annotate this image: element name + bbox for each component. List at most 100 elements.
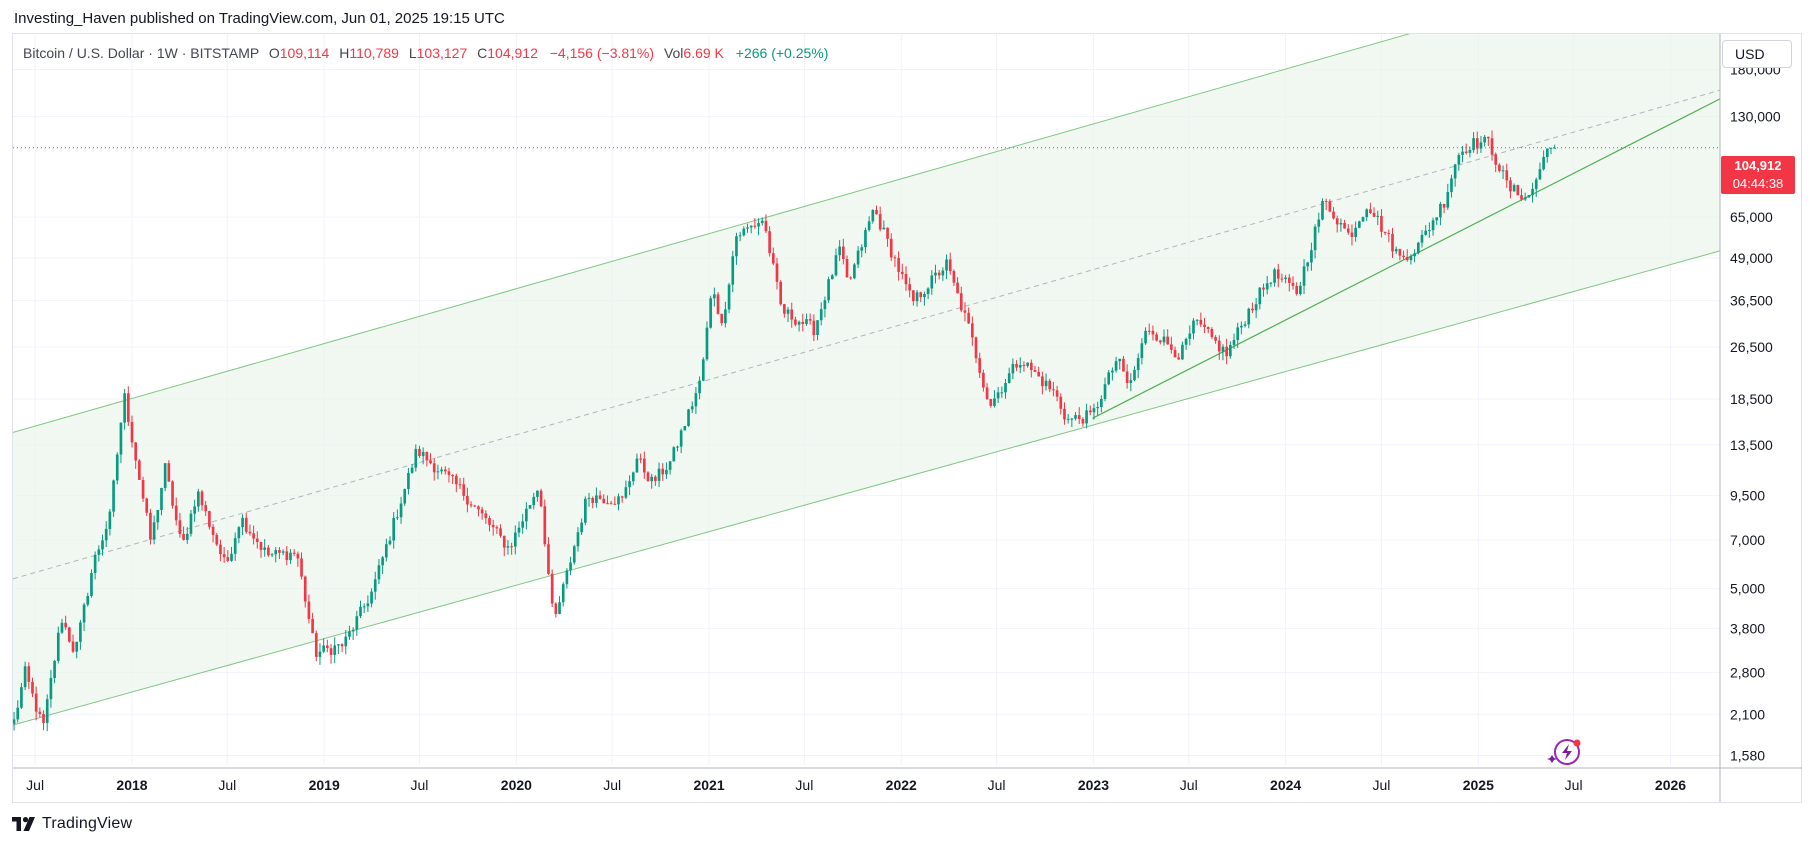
candle [561, 582, 565, 607]
candle [1545, 148, 1549, 163]
candle [149, 508, 152, 545]
channel-drawing[interactable] [13, 0, 1720, 726]
candle [532, 492, 536, 510]
candle [270, 552, 274, 558]
chart-panel[interactable] [12, 33, 1802, 803]
candle [141, 476, 145, 502]
symbol-title[interactable]: Bitcoin / U.S. Dollar · 1W · BITSTAMP [23, 45, 259, 61]
x-tick-label: 2018 [116, 777, 147, 793]
candle [606, 495, 609, 505]
candle [34, 686, 38, 721]
candle [1391, 227, 1394, 259]
candle [974, 336, 978, 363]
candle [779, 280, 783, 306]
x-tick-label: 2026 [1655, 777, 1686, 793]
candle [701, 357, 705, 382]
high-value: 110,789 [349, 45, 399, 61]
y-tick-label: 18,500 [1730, 391, 1773, 407]
candle [948, 252, 952, 275]
candle [495, 525, 499, 534]
candle [436, 464, 440, 480]
candle [1372, 207, 1376, 218]
candle [1158, 339, 1162, 345]
candle [451, 474, 454, 485]
candle [1232, 333, 1236, 349]
candle [1229, 341, 1232, 359]
candle [1144, 327, 1147, 345]
candle [1114, 356, 1118, 373]
candle [1007, 367, 1011, 384]
candle [735, 232, 738, 265]
candle [414, 444, 418, 472]
candle [1361, 216, 1365, 223]
candle [871, 209, 875, 224]
candle [989, 398, 993, 408]
candle [1450, 174, 1453, 198]
candle [93, 551, 97, 580]
candle [68, 626, 71, 643]
close-label: C [477, 45, 488, 61]
channel-median-line [13, 89, 1720, 580]
candle [407, 467, 410, 495]
x-tick-label: Jul [795, 777, 813, 793]
change-value: −4,156 (−3.81%) [549, 45, 655, 61]
y-tick-label: 65,000 [1730, 209, 1773, 225]
candle [90, 569, 93, 598]
candle [1376, 210, 1380, 226]
candle [1140, 338, 1144, 365]
candle [749, 225, 753, 234]
candle [1317, 212, 1321, 233]
low-label: L [408, 45, 417, 61]
candle [834, 248, 838, 277]
currency-selector[interactable]: USD [1722, 40, 1792, 68]
candle [432, 457, 436, 481]
candle [484, 510, 488, 524]
candle [1350, 224, 1354, 246]
candle [1221, 344, 1225, 361]
candle [1538, 162, 1542, 180]
candle [1461, 146, 1464, 163]
sparkle-lightning-icon[interactable] [1547, 739, 1581, 765]
candle [1247, 307, 1251, 329]
footer-brand[interactable]: TradingView [12, 815, 132, 833]
candle [580, 518, 583, 535]
candle [690, 401, 694, 414]
candle [1358, 220, 1361, 229]
candle [1402, 250, 1405, 260]
symbol-legend: Bitcoin / U.S. Dollar · 1W · BITSTAMP O1… [23, 45, 828, 61]
candle [469, 501, 473, 508]
y-tick-label: 2,800 [1730, 665, 1765, 681]
candle [53, 659, 56, 684]
candle [1380, 209, 1383, 238]
candle [300, 552, 303, 580]
candle [458, 477, 462, 490]
candle [959, 286, 963, 313]
candle [1214, 335, 1217, 344]
candle [937, 269, 941, 280]
candle [56, 626, 60, 664]
candle [281, 549, 285, 556]
candle [1170, 336, 1173, 354]
candle [477, 505, 480, 517]
candle [602, 494, 606, 504]
candle [348, 625, 351, 640]
candle [679, 428, 683, 454]
candle [182, 526, 185, 541]
volume-change: +266 (+0.25%) [735, 45, 829, 61]
candle [830, 273, 834, 280]
candle [1173, 346, 1177, 358]
candle [1313, 224, 1317, 259]
candle [1431, 217, 1435, 236]
x-tick-label: 2025 [1463, 777, 1494, 793]
candle [757, 218, 760, 236]
candle [1490, 130, 1494, 161]
candle [1420, 230, 1424, 248]
candle [1254, 298, 1258, 319]
candle [115, 452, 119, 485]
candle [1070, 417, 1074, 428]
candle [875, 205, 878, 215]
candle [1033, 366, 1037, 373]
candle [819, 302, 823, 326]
candle [889, 233, 893, 262]
